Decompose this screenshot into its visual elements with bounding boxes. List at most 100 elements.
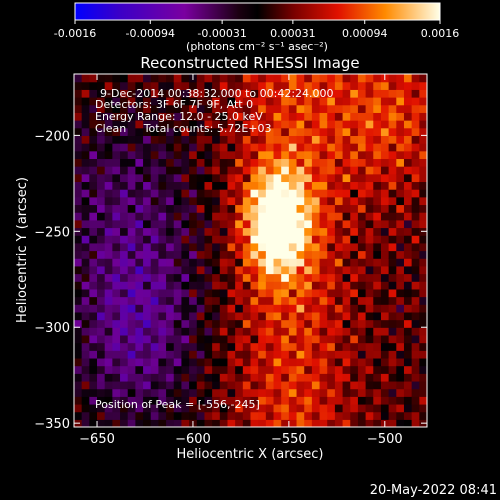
heatmap-cell xyxy=(242,304,252,313)
heatmap-cell xyxy=(135,81,144,90)
heatmap-cell xyxy=(204,227,213,236)
heatmap-cell xyxy=(212,104,221,113)
heatmap-cell xyxy=(81,227,90,236)
heatmap-cell xyxy=(196,166,206,175)
heatmap-cell xyxy=(273,388,282,397)
heatmap-cell xyxy=(212,327,221,336)
heatmap-cell xyxy=(212,296,221,305)
heatmap-cell xyxy=(265,304,275,313)
heatmap-cell xyxy=(311,150,321,160)
heatmap-cell xyxy=(227,319,236,328)
heatmap-cell xyxy=(411,150,420,160)
heatmap-cell xyxy=(120,403,129,413)
heatmap-cell xyxy=(97,319,106,328)
heatmap-cell xyxy=(81,380,90,390)
peak-position-label: Position of Peak = [-556,-245] xyxy=(95,398,260,411)
heatmap-cell xyxy=(365,357,374,367)
heatmap-cell xyxy=(342,81,351,90)
heatmap-cell xyxy=(173,350,183,359)
heatmap-cell xyxy=(143,150,152,160)
heatmap-cell xyxy=(419,166,427,175)
heatmap-cell xyxy=(296,258,305,267)
heatmap-cell xyxy=(327,273,336,282)
heatmap-cell xyxy=(319,373,328,382)
heatmap-cell xyxy=(89,219,98,229)
heatmap-cell xyxy=(227,127,236,136)
heatmap-cell xyxy=(265,273,275,282)
heatmap-cell xyxy=(166,403,175,413)
heatmap-cell xyxy=(311,166,321,175)
heatmap-cell xyxy=(281,288,290,298)
heatmap-cell xyxy=(235,242,244,252)
heatmap-cell xyxy=(89,166,98,175)
heatmap-cell xyxy=(334,365,344,374)
heatmap-cell xyxy=(235,196,244,206)
heatmap-cell xyxy=(365,158,374,167)
heatmap-cell xyxy=(304,311,313,321)
heatmap-cell xyxy=(104,181,113,190)
heatmap-cell xyxy=(74,342,83,351)
heatmap-cell xyxy=(265,396,275,405)
heatmap-cell xyxy=(150,81,160,90)
heatmap-cell xyxy=(104,189,113,198)
heatmap-cell xyxy=(74,319,83,328)
heatmap-cell xyxy=(204,403,213,413)
heatmap-cell xyxy=(419,380,427,390)
heatmap-cell xyxy=(212,112,221,121)
heatmap-cell xyxy=(150,173,160,183)
heatmap-cell xyxy=(334,380,344,390)
heatmap-cell xyxy=(181,411,190,420)
heatmap-cell xyxy=(334,350,344,359)
heatmap-cell xyxy=(235,304,244,313)
heatmap-cell xyxy=(250,227,259,236)
heatmap-cell xyxy=(357,227,367,236)
heatmap-cell xyxy=(158,327,167,336)
heatmap-cell xyxy=(419,242,427,252)
heatmap-cell xyxy=(327,319,336,328)
heatmap-cell xyxy=(258,342,267,351)
heatmap-cell xyxy=(419,150,427,160)
heatmap-cell xyxy=(135,342,144,351)
heatmap-cell xyxy=(219,273,229,282)
heatmap-cell xyxy=(403,196,413,206)
heatmap-cell xyxy=(127,304,136,313)
heatmap-cell xyxy=(158,97,167,106)
heatmap-cell xyxy=(327,219,336,229)
heatmap-cell xyxy=(235,227,244,236)
heatmap-cell xyxy=(74,235,83,244)
heatmap-cell xyxy=(311,281,321,290)
heatmap-cell xyxy=(112,181,121,190)
heatmap-cell xyxy=(327,296,336,305)
heatmap-cell xyxy=(235,81,244,90)
heatmap-cell xyxy=(411,104,420,113)
heatmap-cell xyxy=(212,388,221,397)
heatmap-cell xyxy=(97,304,106,313)
heatmap-cell xyxy=(380,189,390,198)
heatmap-cell xyxy=(219,319,229,328)
heatmap-cell xyxy=(419,143,427,152)
heatmap-cell xyxy=(265,334,275,344)
heatmap-cell xyxy=(396,334,405,344)
heatmap-cell xyxy=(265,89,275,98)
heatmap-cell xyxy=(357,258,367,267)
heatmap-cell xyxy=(235,97,244,106)
heatmap-cell xyxy=(173,97,183,106)
heatmap-cell xyxy=(104,419,113,427)
heatmap-cell xyxy=(311,81,321,90)
heatmap-cell xyxy=(242,327,252,336)
heatmap-cell xyxy=(97,242,106,252)
heatmap-cell xyxy=(380,150,390,160)
heatmap-cell xyxy=(380,97,390,106)
heatmap-cell xyxy=(357,112,367,121)
heatmap-cell xyxy=(242,143,252,152)
heatmap-cell xyxy=(81,327,90,336)
heatmap-cell xyxy=(112,127,121,136)
heatmap-cell xyxy=(74,181,83,190)
heatmap-cell xyxy=(388,419,397,427)
heatmap-cell xyxy=(189,112,198,121)
heatmap-cell xyxy=(411,319,420,328)
heatmap-cell xyxy=(327,89,336,98)
heatmap-cell xyxy=(135,411,144,420)
heatmap-cell xyxy=(150,181,160,190)
heatmap-cell xyxy=(296,419,305,427)
